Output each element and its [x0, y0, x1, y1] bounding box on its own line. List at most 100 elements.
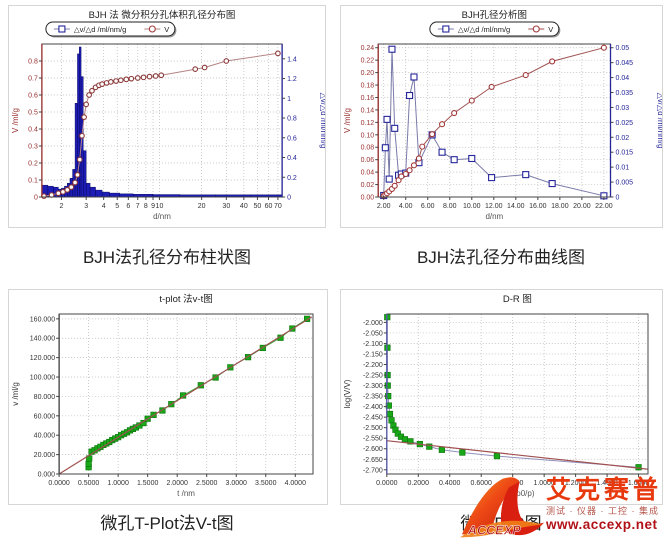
svg-text:△v/△d /ml/nm/g: △v/△d /ml/nm/g: [656, 93, 662, 149]
chart-panel-dr: 0.00000.20000.40000.60000.80001.00001.20…: [340, 289, 663, 505]
svg-text:0.5000: 0.5000: [78, 480, 100, 487]
svg-text:14.00: 14.00: [507, 203, 525, 210]
svg-text:0.8: 0.8: [287, 116, 297, 123]
svg-text:16.00: 16.00: [529, 203, 547, 210]
svg-text:1.4000: 1.4000: [596, 480, 618, 487]
svg-text:-2.200: -2.200: [363, 362, 383, 369]
svg-text:0.10: 0.10: [361, 132, 375, 139]
svg-text:60: 60: [265, 203, 273, 210]
accexp-logo-icon: ACCEXP: [459, 477, 545, 538]
svg-text:BJH 法 微分积分孔体积孔径分布图: BJH 法 微分积分孔体积孔径分布图: [89, 9, 236, 21]
svg-text:60.000: 60.000: [34, 413, 56, 420]
svg-text:0.4: 0.4: [28, 127, 38, 134]
svg-text:4.00: 4.00: [399, 203, 413, 210]
chart-panel-tplot: 0.0000 0.5000 1.0000 1.5000 2.0000 2.5000 3.00…: [8, 289, 328, 505]
svg-text:160.000: 160.000: [30, 316, 55, 323]
svg-text:0.08: 0.08: [361, 145, 375, 152]
svg-text:7: 7: [136, 203, 140, 210]
svg-text:0.005: 0.005: [616, 180, 634, 187]
svg-text:40: 40: [240, 203, 248, 210]
svg-text:0.22: 0.22: [361, 58, 375, 65]
svg-text:V: V: [164, 25, 169, 34]
svg-text:0.24: 0.24: [361, 45, 375, 52]
svg-text:6: 6: [126, 203, 130, 210]
svg-text:3: 3: [84, 203, 88, 210]
svg-text:20.00: 20.00: [573, 203, 591, 210]
svg-text:-2.500: -2.500: [363, 425, 383, 432]
logo-a-left-stroke: [461, 477, 520, 535]
svg-text:0.7: 0.7: [28, 76, 38, 83]
svg-text:2.5000: 2.5000: [196, 480, 218, 487]
svg-text:2: 2: [60, 203, 64, 210]
svg-text:-2.100: -2.100: [363, 341, 383, 348]
svg-text:△v/△d /ml/nm/g: △v/△d /ml/nm/g: [458, 25, 510, 34]
svg-text:0.4: 0.4: [287, 155, 297, 162]
dr-plot-chart: 0.00000.20000.40000.60000.80001.00001.20…: [343, 294, 649, 498]
svg-text:0: 0: [34, 195, 38, 202]
svg-text:BJH孔径分析图: BJH孔径分析图: [462, 9, 527, 21]
svg-text:0.05: 0.05: [616, 45, 630, 52]
tplot-series-vt-fit-line: [58, 316, 313, 475]
svg-text:△v/△d /ml/nm/g: △v/△d /ml/nm/g: [74, 25, 126, 34]
svg-text:30: 30: [222, 203, 230, 210]
svg-text:0.00: 0.00: [361, 195, 375, 202]
accexp-logo-text: ACCEXP: [467, 522, 521, 537]
svg-text:0.20: 0.20: [361, 70, 375, 77]
svg-text:0.14: 0.14: [361, 107, 375, 114]
svg-text:0.2: 0.2: [28, 161, 38, 168]
svg-text:1: 1: [287, 96, 291, 103]
svg-text:0.01: 0.01: [616, 165, 630, 172]
svg-text:△v/△d /ml/nm/g: △v/△d /ml/nm/g: [319, 93, 325, 149]
svg-text:5: 5: [115, 203, 119, 210]
svg-text:50: 50: [254, 203, 262, 210]
svg-text:0.8: 0.8: [28, 59, 38, 66]
caption-tplot: 微孔T-Plot法V-t图: [100, 514, 234, 533]
brand-url: www.accexp.net: [546, 517, 658, 532]
svg-text:1.2000: 1.2000: [565, 480, 587, 487]
svg-text:0.000: 0.000: [38, 472, 56, 479]
svg-text:20: 20: [198, 203, 206, 210]
svg-text:t /nm: t /nm: [177, 489, 195, 498]
svg-text:V /ml/g: V /ml/g: [11, 108, 20, 133]
svg-text:2.0000: 2.0000: [166, 480, 188, 487]
chart-panel-bjh-curve: 2.00 4.00 6.00 8.00 10.00 12.00 14.00 16.00 18.0…: [340, 5, 665, 228]
svg-text:0.02: 0.02: [616, 135, 630, 142]
brand-tagline: 测试 · 仪器 · 工控 · 集成: [546, 506, 659, 516]
svg-text:0.04: 0.04: [361, 170, 375, 177]
svg-text:1.4: 1.4: [287, 56, 297, 63]
svg-text:0.6: 0.6: [287, 135, 297, 142]
svg-text:9: 9: [151, 203, 155, 210]
svg-text:2.00: 2.00: [377, 203, 391, 210]
svg-text:10: 10: [156, 203, 164, 210]
svg-text:-2.400: -2.400: [363, 404, 383, 411]
svg-text:0.1: 0.1: [28, 178, 38, 185]
chart-panel-bjh-histogram: 2 3 4 5 6 7 8 9 10 20 30 40 50 60 70 0 0.1 0.2 0.3 0.4 0.5 0.…: [8, 5, 328, 228]
svg-text:-2.600: -2.600: [363, 446, 383, 453]
svg-text:0.035: 0.035: [616, 90, 634, 97]
svg-text:t-plot 法v-t图: t-plot 法v-t图: [159, 293, 212, 305]
svg-text:-2.550: -2.550: [363, 436, 383, 443]
svg-text:0.6: 0.6: [28, 93, 38, 100]
bjh-histogram-series-v-cumulative: [41, 50, 281, 199]
svg-text:0.3: 0.3: [28, 144, 38, 151]
svg-text:-2.350: -2.350: [363, 394, 383, 401]
svg-text:-2.250: -2.250: [363, 373, 383, 380]
bjh-curve-chart: 2.00 4.00 6.00 8.00 10.00 12.00 14.00 16.00 18.0…: [343, 9, 665, 221]
svg-text:3.0000: 3.0000: [226, 480, 248, 487]
svg-text:4: 4: [102, 203, 106, 210]
svg-text:0.6000: 0.6000: [470, 480, 492, 487]
svg-text:D-R 图: D-R 图: [503, 294, 532, 305]
svg-text:10.00: 10.00: [463, 203, 481, 210]
svg-text:70: 70: [274, 203, 282, 210]
svg-text:-2.050: -2.050: [363, 330, 383, 337]
svg-text:0.02: 0.02: [361, 182, 375, 189]
svg-text:0.2000: 0.2000: [408, 480, 430, 487]
svg-text:1.0000: 1.0000: [533, 480, 555, 487]
svg-text:v /ml/g: v /ml/g: [11, 382, 20, 406]
svg-text:0.16: 0.16: [361, 95, 375, 102]
bjh-histogram-chart: 2 3 4 5 6 7 8 9 10 20 30 40 50 60 7000.10.20.30.40.50.…: [11, 9, 328, 221]
svg-text:0: 0: [616, 195, 620, 202]
tplot-chart: 0.0000 0.5000 1.0000 1.5000 2.0000 2.5000 3.00…: [11, 293, 314, 498]
svg-text:d/nm: d/nm: [485, 212, 503, 221]
svg-text:40.000: 40.000: [34, 433, 56, 440]
